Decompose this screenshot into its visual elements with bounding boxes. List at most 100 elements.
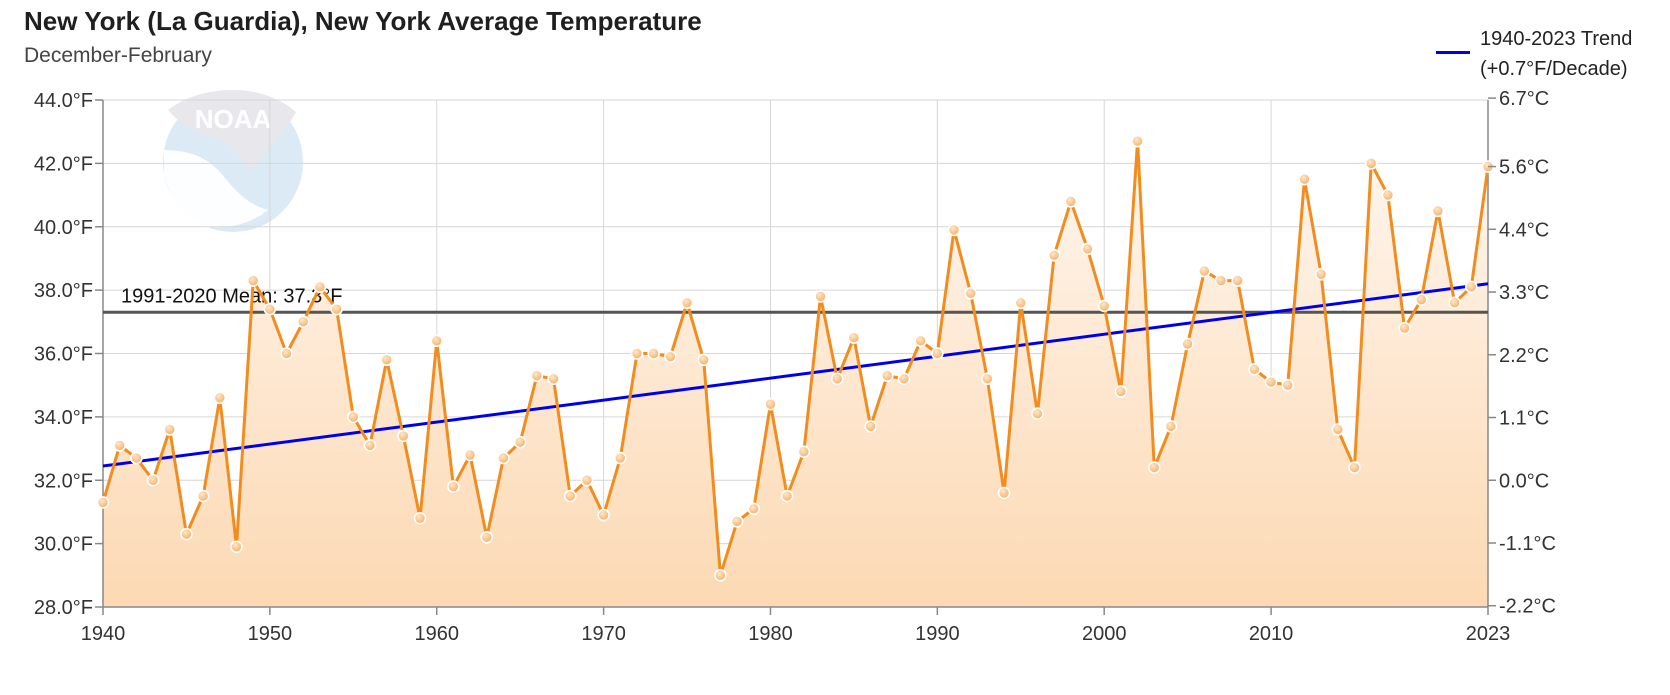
data-point-1993[interactable] <box>981 372 994 386</box>
data-point-1983[interactable] <box>814 290 827 303</box>
data-point-1974[interactable] <box>664 350 677 363</box>
data-point-1954[interactable] <box>330 302 343 316</box>
data-point-2010[interactable] <box>1264 375 1278 389</box>
data-point-1994[interactable] <box>997 486 1011 500</box>
data-point-2018[interactable] <box>1398 321 1411 335</box>
legend[interactable]: 1940-2023 Trend (+0.7°F/Decade) <box>1430 24 1665 80</box>
x-tick-label-2: 1960 <box>414 623 459 645</box>
data-point-2015[interactable] <box>1348 461 1361 474</box>
data-point-2022[interactable] <box>1465 280 1478 294</box>
data-point-2011[interactable] <box>1281 378 1295 392</box>
data-point-1955[interactable] <box>347 410 360 424</box>
data-point-1990[interactable] <box>931 347 944 360</box>
data-point-2021[interactable] <box>1448 296 1461 310</box>
data-point-1985[interactable] <box>847 331 861 344</box>
data-point-2014[interactable] <box>1331 423 1345 436</box>
data-point-1968[interactable] <box>563 489 577 503</box>
x-tick-label-5: 1990 <box>915 623 960 645</box>
data-point-1941[interactable] <box>113 439 126 452</box>
trend-line <box>102 282 1489 468</box>
data-point-2000[interactable] <box>1097 299 1111 313</box>
data-point-2007[interactable] <box>1214 274 1228 287</box>
data-point-1991[interactable] <box>947 223 961 237</box>
data-point-1984[interactable] <box>830 372 844 386</box>
data-point-2020[interactable] <box>1431 204 1445 218</box>
data-point-1965[interactable] <box>513 435 527 449</box>
data-point-2003[interactable] <box>1147 461 1161 474</box>
data-point-1956[interactable] <box>363 439 377 452</box>
data-point-1995[interactable] <box>1014 296 1028 310</box>
y2-tick-label-8: 6.7°C <box>1499 88 1549 110</box>
data-point-1988[interactable] <box>897 372 911 386</box>
data-point-1979[interactable] <box>747 502 761 516</box>
data-point-2017[interactable] <box>1381 188 1395 202</box>
data-point-2019[interactable] <box>1414 293 1428 306</box>
y-tick-label-4: 36.0°F <box>34 344 93 366</box>
data-point-1989[interactable] <box>914 334 927 348</box>
data-point-1944[interactable] <box>163 423 177 436</box>
y-tick-label-7: 42.0°F <box>34 153 93 175</box>
data-point-1996[interactable] <box>1031 407 1044 421</box>
data-point-1987[interactable] <box>880 369 894 382</box>
data-point-1946[interactable] <box>196 489 210 503</box>
data-point-1943[interactable] <box>146 473 160 487</box>
y-tick-label-5: 38.0°F <box>34 280 93 302</box>
data-point-1952[interactable] <box>296 315 310 329</box>
data-point-1978[interactable] <box>730 515 744 528</box>
data-point-1980[interactable] <box>764 397 777 411</box>
data-point-2013[interactable] <box>1314 267 1328 281</box>
data-point-1982[interactable] <box>797 445 811 459</box>
data-point-1960[interactable] <box>430 334 444 348</box>
data-point-1997[interactable] <box>1047 248 1061 262</box>
data-point-1963[interactable] <box>480 530 494 544</box>
data-point-1967[interactable] <box>547 372 560 386</box>
data-point-1986[interactable] <box>864 420 877 433</box>
data-point-1949[interactable] <box>246 274 260 287</box>
data-point-1971[interactable] <box>613 451 627 465</box>
data-point-1964[interactable] <box>497 451 510 465</box>
data-point-1969[interactable] <box>580 473 594 487</box>
data-point-1998[interactable] <box>1064 195 1078 208</box>
data-point-1981[interactable] <box>780 489 794 503</box>
data-point-1992[interactable] <box>964 286 978 300</box>
data-point-1958[interactable] <box>397 429 410 443</box>
data-point-1940[interactable] <box>96 496 110 509</box>
data-point-2012[interactable] <box>1298 172 1311 186</box>
data-point-1966[interactable] <box>530 369 544 382</box>
data-point-1950[interactable] <box>263 302 277 316</box>
data-point-2002[interactable] <box>1131 134 1144 148</box>
x-tick-label-8: 2023 <box>1466 623 1511 645</box>
data-point-2004[interactable] <box>1164 420 1178 433</box>
data-point-1970[interactable] <box>597 508 610 522</box>
data-point-1976[interactable] <box>697 353 711 367</box>
y2-tick-label-3: 1.1°C <box>1499 408 1549 430</box>
data-point-2001[interactable] <box>1114 385 1128 398</box>
data-point-1945[interactable] <box>180 527 193 541</box>
data-point-1999[interactable] <box>1081 242 1094 256</box>
data-point-1977[interactable] <box>714 569 727 582</box>
data-point-2005[interactable] <box>1181 337 1194 351</box>
y2-tick-label-4: 2.2°C <box>1499 345 1549 367</box>
y2-tick-label-5: 3.3°C <box>1499 282 1549 304</box>
data-point-1947[interactable] <box>213 391 227 405</box>
data-point-1973[interactable] <box>647 347 660 360</box>
data-point-1948[interactable] <box>230 540 243 554</box>
data-point-2008[interactable] <box>1231 274 1244 287</box>
data-point-1942[interactable] <box>130 451 143 465</box>
y-tick-label-2: 32.0°F <box>34 470 93 492</box>
y2-tick-label-1: -1.1°C <box>1499 533 1556 555</box>
data-point-1959[interactable] <box>413 511 427 525</box>
data-point-1957[interactable] <box>380 353 393 367</box>
data-point-1975[interactable] <box>680 296 694 310</box>
data-point-1951[interactable] <box>280 347 293 360</box>
data-point-2006[interactable] <box>1198 264 1211 278</box>
data-point-1962[interactable] <box>463 448 477 462</box>
x-tick-label-4: 1980 <box>748 623 793 645</box>
chart-subtitle: December-February <box>24 44 212 67</box>
data-point-1972[interactable] <box>630 347 644 360</box>
data-point-2009[interactable] <box>1248 363 1261 376</box>
data-point-2016[interactable] <box>1364 157 1378 170</box>
data-point-1961[interactable] <box>447 480 460 493</box>
chart-title: New York (La Guardia), New York Average … <box>24 6 702 36</box>
data-point-1953[interactable] <box>313 280 327 294</box>
